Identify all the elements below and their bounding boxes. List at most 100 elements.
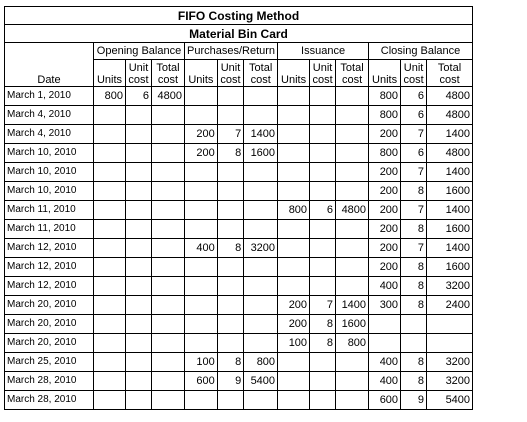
purchases-total-cost-header[interactable]: Total cost [243, 59, 279, 87]
opening-units-cell[interactable] [93, 181, 126, 201]
date-cell[interactable]: March 1, 2010 [4, 86, 94, 106]
opening-unit-cost-cell[interactable] [125, 295, 152, 315]
issuance-total-cost-cell[interactable] [335, 86, 370, 106]
purchases-total-cost-cell[interactable]: 800 [243, 352, 279, 372]
closing-total-cost-cell[interactable]: 1600 [426, 181, 474, 201]
issuance-unit-cost-cell[interactable] [309, 238, 337, 258]
date-cell[interactable]: March 12, 2010 [4, 257, 94, 277]
purchases-units-header[interactable]: Units [184, 59, 218, 87]
closing-total-cost-cell[interactable]: 1400 [426, 162, 474, 182]
issuance-unit-cost-cell[interactable] [309, 371, 337, 391]
opening-unit-cost-cell[interactable]: 6 [125, 86, 152, 106]
opening-unit-cost-cell[interactable] [125, 124, 152, 144]
closing-unit-cost-cell[interactable]: 8 [400, 371, 428, 391]
opening-unit-cost-cell[interactable] [125, 181, 152, 201]
date-cell[interactable]: March 20, 2010 [4, 333, 94, 353]
issuance-units-cell[interactable]: 100 [277, 333, 311, 353]
closing-unit-cost-cell[interactable]: 8 [400, 257, 428, 277]
issuance-total-cost-cell[interactable] [335, 352, 370, 372]
closing-total-cost-cell[interactable]: 5400 [426, 390, 474, 410]
issuance-unit-cost-cell[interactable]: 8 [309, 314, 337, 334]
purchases-units-cell[interactable]: 100 [184, 352, 218, 372]
purchases-unit-cost-cell[interactable] [216, 257, 245, 277]
opening-units-cell[interactable] [93, 124, 126, 144]
purchases-total-cost-cell[interactable] [243, 257, 279, 277]
purchases-unit-cost-cell[interactable] [216, 276, 245, 296]
purchases-total-cost-cell[interactable] [243, 86, 279, 106]
issuance-total-cost-header[interactable]: Total cost [335, 59, 370, 87]
opening-total-cost-cell[interactable] [151, 219, 185, 239]
closing-units-cell[interactable]: 400 [368, 276, 402, 296]
issuance-units-cell[interactable] [277, 257, 311, 277]
closing-unit-cost-cell[interactable]: 8 [400, 295, 428, 315]
opening-total-cost-cell[interactable] [151, 314, 185, 334]
opening-units-cell[interactable] [93, 371, 126, 391]
closing-total-cost-cell[interactable]: 1600 [426, 219, 474, 239]
closing-total-cost-cell[interactable]: 1400 [426, 200, 474, 220]
purchases-total-cost-cell[interactable]: 3200 [243, 238, 279, 258]
issuance-total-cost-cell[interactable]: 1400 [335, 295, 370, 315]
closing-unit-cost-cell[interactable]: 6 [400, 105, 428, 125]
opening-total-cost-header[interactable]: Total cost [151, 59, 185, 87]
issuance-units-cell[interactable] [277, 86, 311, 106]
issuance-unit-cost-cell[interactable]: 7 [309, 295, 337, 315]
issuance-total-cost-cell[interactable] [335, 219, 370, 239]
closing-units-header[interactable]: Units [368, 59, 402, 87]
closing-total-cost-cell[interactable]: 3200 [426, 352, 474, 372]
date-cell[interactable]: March 20, 2010 [4, 295, 94, 315]
issuance-unit-cost-cell[interactable] [309, 162, 337, 182]
purchases-unit-cost-cell[interactable]: 7 [216, 124, 245, 144]
opening-units-cell[interactable] [93, 352, 126, 372]
opening-total-cost-cell[interactable] [151, 371, 185, 391]
purchases-unit-cost-cell[interactable]: 9 [216, 371, 245, 391]
issuance-total-cost-cell[interactable] [335, 143, 370, 163]
issuance-units-cell[interactable] [277, 390, 311, 410]
closing-units-cell[interactable]: 400 [368, 371, 402, 391]
closing-total-cost-cell[interactable] [426, 314, 474, 334]
date-cell[interactable]: March 10, 2010 [4, 181, 94, 201]
closing-units-cell[interactable]: 200 [368, 181, 402, 201]
purchases-total-cost-cell[interactable] [243, 105, 279, 125]
issuance-total-cost-cell[interactable] [335, 276, 370, 296]
issuance-total-cost-cell[interactable] [335, 105, 370, 125]
date-cell[interactable]: March 20, 2010 [4, 314, 94, 334]
issuance-units-cell[interactable]: 200 [277, 314, 311, 334]
issuance-unit-cost-cell[interactable] [309, 390, 337, 410]
closing-total-cost-cell[interactable]: 3200 [426, 371, 474, 391]
purchases-units-cell[interactable] [184, 162, 218, 182]
issuance-total-cost-cell[interactable] [335, 371, 370, 391]
issuance-unit-cost-cell[interactable]: 8 [309, 333, 337, 353]
opening-total-cost-cell[interactable]: 4800 [151, 86, 185, 106]
purchases-unit-cost-cell[interactable] [216, 162, 245, 182]
closing-unit-cost-cell[interactable]: 7 [400, 238, 428, 258]
issuance-total-cost-cell[interactable] [335, 162, 370, 182]
opening-units-cell[interactable] [93, 143, 126, 163]
closing-unit-cost-cell[interactable]: 6 [400, 143, 428, 163]
closing-total-cost-cell[interactable]: 1400 [426, 124, 474, 144]
opening-unit-cost-cell[interactable] [125, 238, 152, 258]
issuance-total-cost-cell[interactable] [335, 257, 370, 277]
purchases-unit-cost-cell[interactable] [216, 200, 245, 220]
closing-unit-cost-cell[interactable]: 8 [400, 181, 428, 201]
closing-total-cost-cell[interactable]: 4800 [426, 86, 474, 106]
issuance-units-cell[interactable] [277, 276, 311, 296]
opening-total-cost-cell[interactable] [151, 143, 185, 163]
purchases-return-header[interactable]: Purchases/Return [183, 42, 279, 60]
opening-units-cell[interactable] [93, 390, 126, 410]
closing-units-cell[interactable]: 200 [368, 238, 402, 258]
purchases-unit-cost-cell[interactable] [216, 86, 245, 106]
closing-units-cell[interactable] [368, 314, 402, 334]
purchases-unit-cost-cell[interactable] [216, 105, 245, 125]
opening-total-cost-cell[interactable] [151, 352, 185, 372]
closing-unit-cost-cell[interactable]: 7 [400, 162, 428, 182]
purchases-total-cost-cell[interactable] [243, 181, 279, 201]
purchases-total-cost-cell[interactable]: 5400 [243, 371, 279, 391]
issuance-units-cell[interactable] [277, 219, 311, 239]
date-cell[interactable]: March 4, 2010 [4, 105, 94, 125]
purchases-units-cell[interactable] [184, 257, 218, 277]
closing-total-cost-header[interactable]: Total cost [426, 59, 474, 87]
purchases-units-cell[interactable] [184, 276, 218, 296]
purchases-total-cost-cell[interactable] [243, 333, 279, 353]
closing-balance-header[interactable]: Closing Balance [368, 42, 474, 60]
purchases-units-cell[interactable] [184, 390, 218, 410]
